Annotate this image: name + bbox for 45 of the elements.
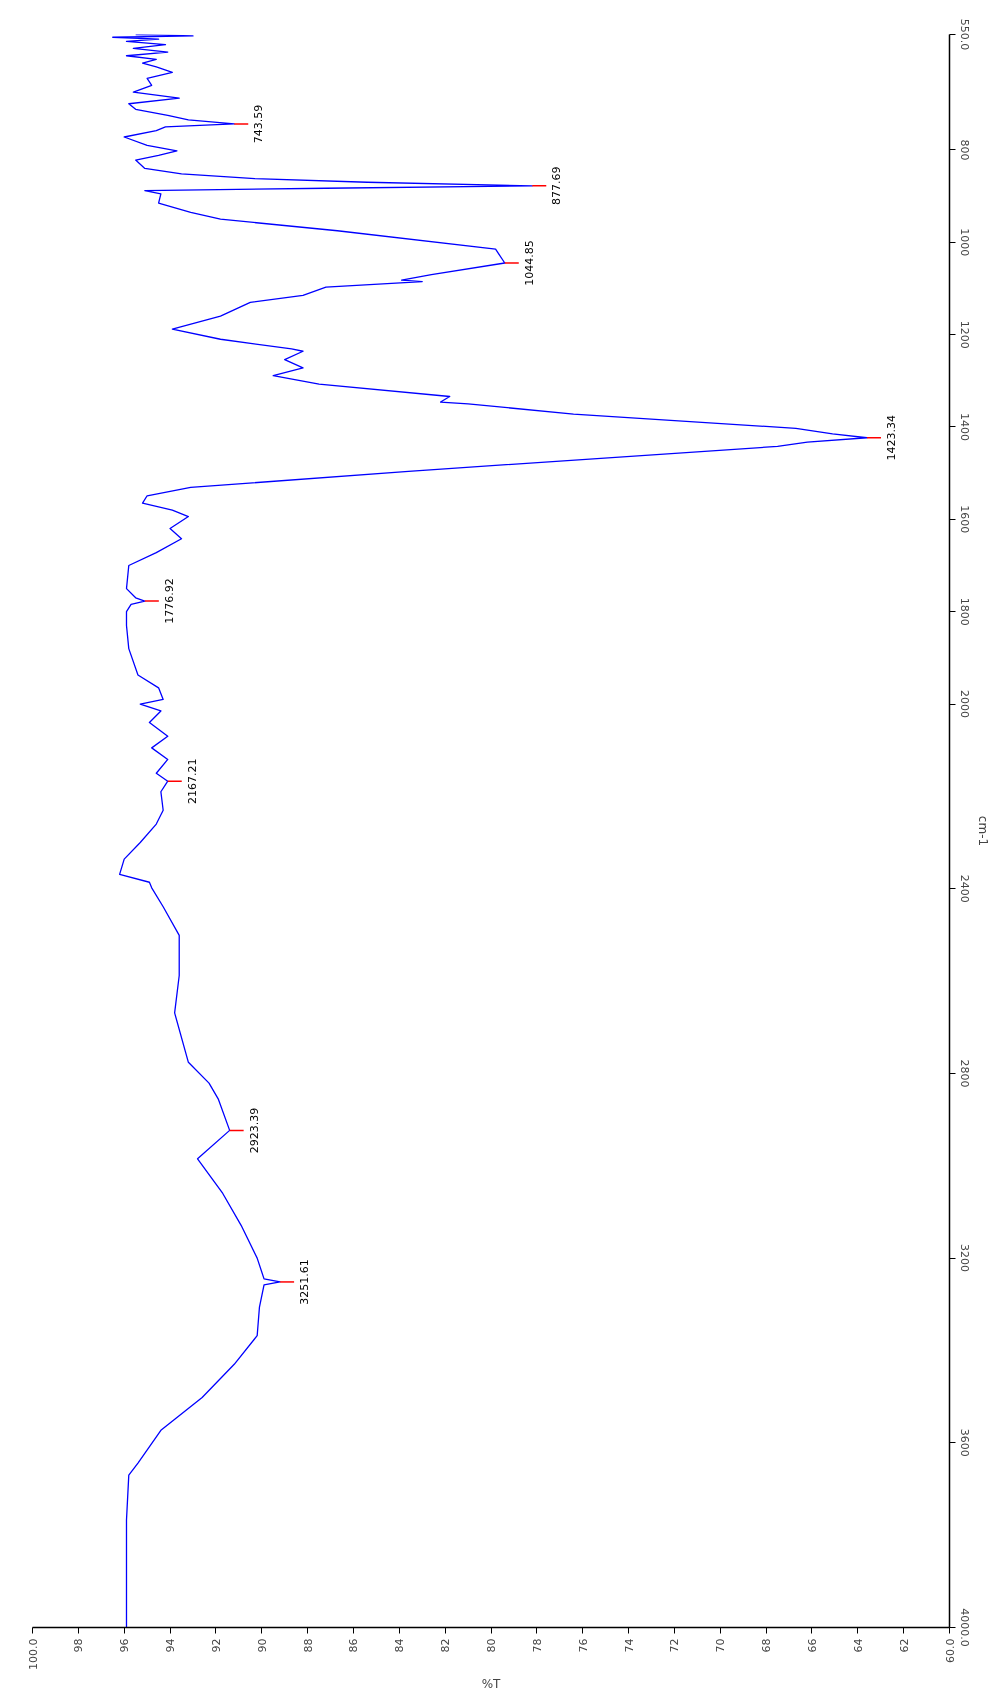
x-tick-label: 72 [668,1638,682,1653]
x-tick-label: 76 [576,1638,590,1653]
x-axis-title: %T [481,1676,502,1691]
y-tick-label: 4000.0 [957,1608,971,1647]
x-tick-label: 84 [393,1638,407,1653]
annotation: 1423.34 [884,415,898,461]
y-axis-title: cm-1 [975,815,990,847]
x-tick-label: 80 [485,1638,498,1653]
y-tick-label: 1600 [957,505,971,534]
y-tick-label: 2400 [957,874,971,903]
annotation: 3251.61 [298,1259,312,1305]
x-tick-label: 70 [714,1638,728,1653]
x-tick-label: 94 [164,1638,178,1653]
y-tick-label: 2000 [957,690,971,719]
y-tick-label: 3600 [957,1428,971,1457]
y-tick-label: 2800 [957,1059,971,1088]
annotation: 743.59 [252,104,266,144]
x-tick-label: 98 [72,1638,86,1653]
y-tick-label: 1000 [957,228,971,257]
x-tick-label: 86 [347,1638,361,1653]
x-tick-label: 92 [209,1638,223,1653]
annotation: 1776.92 [162,578,176,624]
x-tick-label: 88 [301,1638,315,1653]
y-tick-label: 1800 [957,597,971,626]
y-tick-label: 550.0 [957,18,971,51]
x-tick-label: 64 [851,1638,865,1653]
x-tick-label: 68 [760,1638,774,1653]
annotation: 2923.39 [247,1107,261,1154]
y-tick-label: 800 [957,139,971,161]
x-tick-label: 66 [805,1638,819,1653]
annotation: 1044.85 [522,240,536,286]
annotation: 2167.21 [185,758,199,804]
x-tick-label: 74 [622,1638,636,1653]
line-series [112,34,868,1628]
x-tick-label: 96 [118,1638,132,1653]
x-tick-label: 90 [255,1638,269,1653]
y-tick-label: 1200 [957,320,971,349]
x-tick-label: 60.0 [943,1638,957,1663]
y-tick-label: 1400 [957,412,971,441]
x-tick-label: 82 [439,1638,453,1653]
annotation: 877.69 [550,166,564,206]
x-tick-label: 100.0 [26,1638,40,1670]
y-tick-label: 3200 [957,1244,971,1273]
x-tick-label: 78 [530,1638,544,1653]
x-tick-label: 62 [897,1638,911,1653]
